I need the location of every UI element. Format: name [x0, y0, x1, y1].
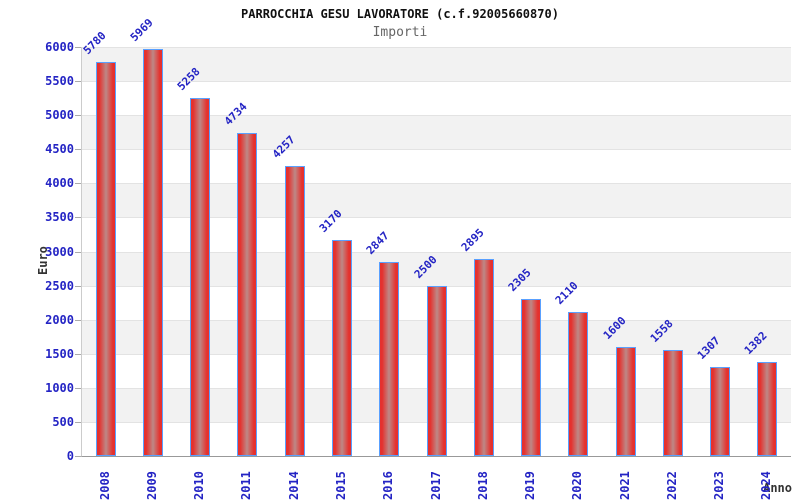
y-tick-label: 1000 — [45, 380, 74, 395]
bar-2015 — [331, 239, 352, 456]
bar-2009 — [142, 49, 163, 456]
y-tick-mark — [75, 47, 81, 48]
bar-2008 — [95, 61, 116, 456]
y-tick-label: 6000 — [45, 40, 74, 54]
x-tick-label: 2021 — [617, 471, 632, 500]
chart-subtitle: Importi — [372, 25, 428, 40]
y-tick-mark — [75, 115, 81, 117]
y-tick-mark — [75, 217, 81, 219]
x-tick-label: 2023 — [712, 471, 727, 500]
bar-2018 — [473, 258, 494, 456]
y-tick-mark — [75, 81, 81, 83]
plot-band — [82, 217, 791, 252]
x-tick-label: 2016 — [381, 471, 396, 500]
y-tick-mark — [75, 149, 81, 151]
y-tick-label: 5500 — [45, 74, 74, 89]
y-tick-mark — [75, 353, 81, 355]
x-tick-label: 2015 — [333, 471, 348, 500]
y-tick-label: 4500 — [45, 142, 74, 157]
bar-2014 — [284, 165, 305, 456]
y-tick-mark — [75, 183, 81, 185]
bar-2010 — [190, 97, 211, 456]
plot-band — [82, 149, 791, 184]
chart-title: PARROCCHIA GESU LAVORATORE (c.f.92005660… — [241, 7, 559, 21]
y-tick-label: 5000 — [45, 108, 74, 123]
y-tick-label: 500 — [52, 414, 74, 429]
y-tick-label: 0 — [66, 449, 74, 463]
bar-2024 — [757, 361, 778, 456]
x-tick-label: 2017 — [428, 471, 443, 500]
y-tick-mark — [75, 285, 81, 287]
x-axis-title: Anno — [763, 481, 792, 495]
x-tick-label: 2009 — [144, 471, 159, 500]
x-tick-label: 2022 — [664, 471, 679, 500]
bar-2011 — [237, 133, 258, 456]
x-tick-label: 2018 — [475, 471, 490, 500]
bar-2016 — [379, 261, 400, 456]
bar-2020 — [568, 312, 589, 456]
bar-2019 — [521, 298, 542, 456]
y-tick-label: 2000 — [45, 312, 74, 327]
x-tick-label: 2008 — [97, 471, 112, 500]
y-tick-label: 2500 — [45, 278, 74, 293]
y-tick-label: 3500 — [45, 210, 74, 225]
plot-band — [82, 251, 791, 286]
plot-area: 5780 5969 5258 4734 4257 3170 2847 2500 2895 2305… — [80, 16, 791, 457]
x-tick-label: 2014 — [286, 471, 301, 500]
x-tick-label: 2011 — [239, 471, 254, 500]
y-tick-label: 4000 — [45, 176, 74, 191]
y-tick-label: 3000 — [45, 244, 74, 259]
x-tick-label: 2020 — [570, 471, 585, 500]
y-tick-label: 1500 — [45, 346, 74, 361]
bar-2022 — [662, 349, 683, 456]
x-tick-label: 2010 — [192, 471, 207, 500]
plot-band — [82, 115, 791, 150]
x-tick-label: 2019 — [523, 471, 538, 500]
bar-2023 — [710, 366, 731, 456]
plot-band — [82, 47, 791, 82]
y-tick-mark — [75, 387, 81, 389]
y-tick-mark — [75, 319, 81, 321]
bar-2017 — [426, 285, 447, 456]
y-tick-mark — [75, 456, 81, 457]
y-tick-mark — [75, 421, 81, 423]
bar-2021 — [615, 346, 636, 456]
x-tick-label: 2024 — [759, 471, 774, 500]
plot-band — [82, 183, 791, 218]
y-tick-mark — [75, 251, 81, 253]
